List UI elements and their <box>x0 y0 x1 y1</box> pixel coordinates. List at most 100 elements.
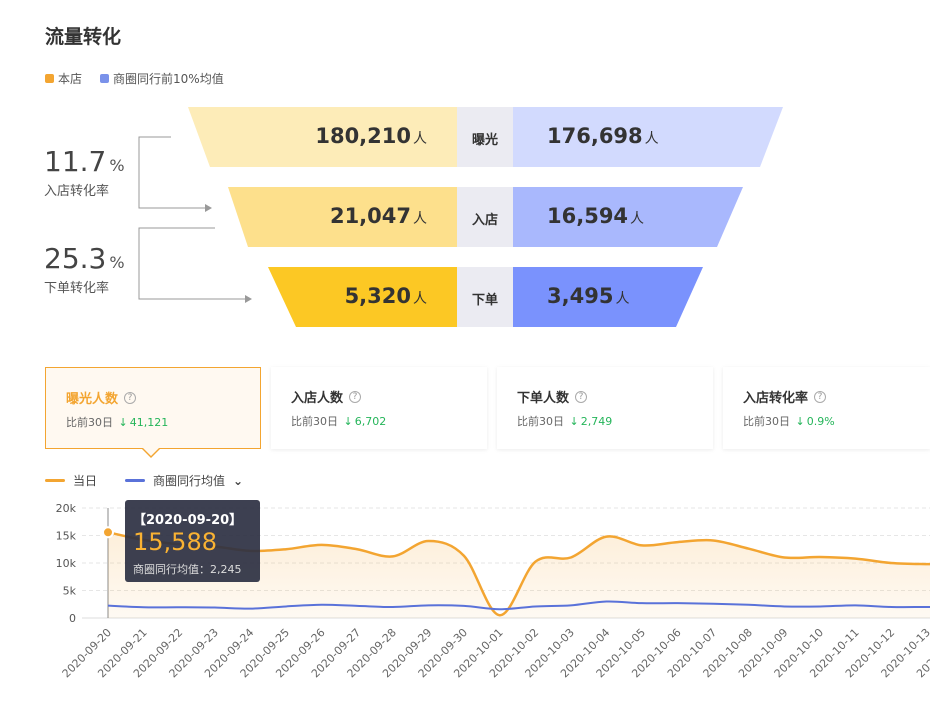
card-order-label: 下单人数 <box>517 391 570 406</box>
card-visit-compare-label: 比前30日 <box>291 415 338 428</box>
peer-visit-num: 16,594 <box>547 204 629 228</box>
legend-store-label: 本店 <box>58 72 83 86</box>
tooltip-peer-label: 商圈同行均值： <box>133 563 210 576</box>
tooltip-peer: 商圈同行均值：2,245 <box>133 561 242 577</box>
down-arrow-icon: ↓ <box>118 416 128 429</box>
rate-visit-value: 11.7 <box>44 145 107 178</box>
tooltip-date: 【2020-09-20】 <box>133 513 243 528</box>
stage-label-visit: 入店 <box>471 213 498 228</box>
funnel-store-order <box>268 267 457 327</box>
funnel-mid-order <box>457 267 513 327</box>
peer-exposure-num: 176,698 <box>547 124 643 148</box>
card-visit[interactable]: 入店人数? 比前30日 ↓ 6,702 <box>271 367 487 449</box>
rate-visit-label: 入店转化率 <box>44 184 110 199</box>
funnel-legend: 本店 商圈同行前10%均值 <box>45 70 224 87</box>
store-visit-num: 21,047 <box>329 204 411 228</box>
connector-arrow-order <box>245 295 252 303</box>
card-exposure-title: 曝光人数? <box>66 388 137 407</box>
chart-tooltip: 【2020-09-20】 15,588 商圈同行均值：2,245 <box>125 500 260 582</box>
funnel-peer-exposure <box>513 107 783 167</box>
rate-order-pct: % <box>109 253 125 272</box>
today-line-swatch <box>45 479 65 482</box>
card-pointer-inner <box>143 448 159 456</box>
tooltip-value: 15,588 <box>133 528 217 556</box>
area-today <box>108 532 930 618</box>
peer-line-swatch <box>125 479 146 482</box>
store-visit-value: 21,047 人 <box>330 204 427 228</box>
peer-exposure-value: 176,698 人 <box>547 124 659 148</box>
card-order-change: 2,749 <box>580 415 613 428</box>
stage-label-exposure: 曝光 <box>471 133 498 148</box>
legend-item-today[interactable]: 当日 <box>45 472 97 489</box>
peer-order-num: 3,495 <box>547 284 614 308</box>
connector-visit-order <box>138 227 245 300</box>
funnel-peer-visit <box>513 187 743 247</box>
legend-item-peer: 商圈同行前10%均值 <box>100 70 224 87</box>
card-order-compare-label: 比前30日 <box>517 415 564 428</box>
peer-visit-unit: 人 <box>630 211 645 227</box>
card-visit-rate-change: 0.9% <box>806 415 835 428</box>
rate-order-value: 25.3 <box>44 242 107 275</box>
help-icon[interactable]: ? <box>575 390 588 403</box>
peer-swatch <box>100 74 110 83</box>
y-tick-label: 20k <box>56 502 77 515</box>
connector-exposure-visit <box>138 136 205 209</box>
tooltip-peer-value: 2,245 <box>210 563 242 576</box>
store-order-value: 5,320 人 <box>345 284 427 308</box>
down-arrow-icon: ↓ <box>795 415 805 428</box>
peer-order-unit: 人 <box>615 291 630 307</box>
help-icon[interactable]: ? <box>124 391 137 404</box>
card-visit-rate[interactable]: 入店转化率? 比前30日 ↓ 0.9% <box>723 367 930 449</box>
rate-visit: 11.7% 入店转化率 <box>44 145 125 199</box>
funnel-peer-order <box>513 267 703 327</box>
connector-arrow-visit <box>205 204 212 212</box>
card-visit-compare: 比前30日 ↓ 6,702 <box>291 413 386 429</box>
y-tick-label: 5k <box>63 585 77 598</box>
rate-order: 25.3% 下单转化率 <box>44 242 125 296</box>
card-exposure-label: 曝光人数 <box>66 392 119 407</box>
help-icon[interactable]: ? <box>349 390 362 403</box>
funnel-store-visit <box>228 187 457 247</box>
store-order-num: 5,320 <box>344 284 411 308</box>
card-order-compare: 比前30日 ↓ 2,749 <box>517 413 612 429</box>
page-title: 流量转化 <box>45 26 122 48</box>
peer-order-value: 3,495 人 <box>547 284 629 308</box>
card-visit-rate-compare: 比前30日 ↓ 0.9% <box>743 413 835 429</box>
card-exposure[interactable]: 曝光人数? 比前30日 ↓ 41,121 <box>45 367 261 449</box>
store-order-unit: 人 <box>413 291 427 307</box>
y-tick-label: 10k <box>56 557 77 570</box>
series-line-peer <box>107 600 930 611</box>
card-visit-rate-title: 入店转化率? <box>743 387 827 406</box>
legend-peer-label: 商圈同行前10%均值 <box>113 72 224 86</box>
funnel-graphic <box>138 107 783 327</box>
store-exposure-num: 180,210 <box>315 124 411 148</box>
legend-today-label: 当日 <box>73 474 98 488</box>
data-point-today <box>102 526 114 539</box>
legend-item-peer-avg[interactable]: 商圈同行均值 ⌄ <box>125 472 243 489</box>
card-exposure-compare: 比前30日 ↓ 41,121 <box>66 414 168 430</box>
funnel-mid-visit <box>457 187 513 247</box>
store-visit-unit: 人 <box>413 211 427 227</box>
help-icon[interactable]: ? <box>814 390 827 403</box>
chevron-down-icon[interactable]: ⌄ <box>233 473 244 488</box>
store-swatch <box>45 74 54 83</box>
card-order-title: 下单人数? <box>517 387 588 406</box>
down-arrow-icon: ↓ <box>343 415 353 428</box>
card-exposure-change: 41,121 <box>129 416 169 429</box>
card-visit-title: 入店人数? <box>291 387 362 406</box>
funnel-mid-exposure <box>457 107 513 167</box>
down-arrow-icon: ↓ <box>569 415 579 428</box>
legend-peer-avg-label: 商圈同行均值 <box>153 474 226 488</box>
peer-visit-value: 16,594 人 <box>547 204 644 228</box>
peer-exposure-unit: 人 <box>644 131 659 147</box>
rate-order-label: 下单转化率 <box>44 281 110 296</box>
legend-item-store: 本店 <box>45 70 82 87</box>
funnel-store-exposure <box>188 107 457 167</box>
card-order[interactable]: 下单人数? 比前30日 ↓ 2,749 <box>497 367 713 449</box>
card-exposure-compare-label: 比前30日 <box>66 416 113 429</box>
card-visit-rate-compare-label: 比前30日 <box>743 415 790 428</box>
store-exposure-unit: 人 <box>413 131 427 147</box>
chart-legend: 当日 商圈同行均值 ⌄ <box>45 472 243 489</box>
store-exposure-value: 180,210 人 <box>315 124 427 148</box>
card-visit-change: 6,702 <box>354 415 387 428</box>
